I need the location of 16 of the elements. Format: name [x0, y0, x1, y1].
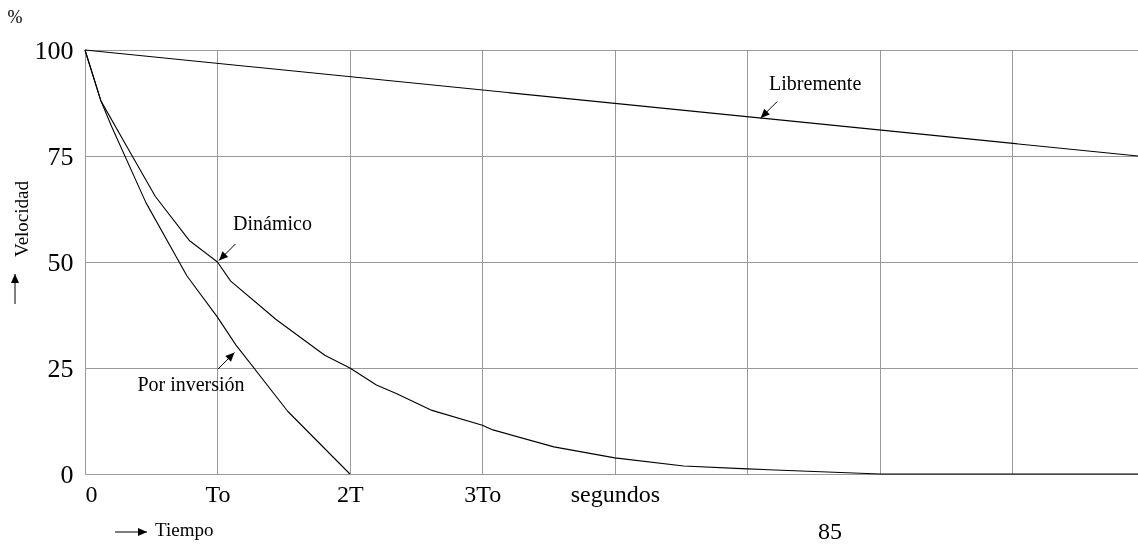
x-tick-label: 2T	[337, 480, 365, 507]
text: %	[7, 7, 23, 27]
y-tick-label: 100	[34, 35, 74, 65]
x-tick-label: segundos	[570, 480, 660, 507]
y-tick-label: 25	[47, 353, 74, 383]
y-tick-label: 75	[47, 141, 74, 171]
annotation: Por inversión	[137, 373, 245, 396]
y-tick-label: 50	[47, 247, 74, 277]
x-tick-label: To	[205, 480, 231, 507]
x-tick-label: 3To	[464, 480, 502, 507]
annotation: Dinámico	[233, 212, 312, 234]
annotation: Libremente	[769, 71, 862, 94]
text: 85	[818, 518, 842, 544]
x-tick-label: 0	[85, 480, 98, 507]
x-axis-title: Tiempo	[155, 519, 214, 540]
y-axis-title: Velocidad	[11, 180, 32, 257]
